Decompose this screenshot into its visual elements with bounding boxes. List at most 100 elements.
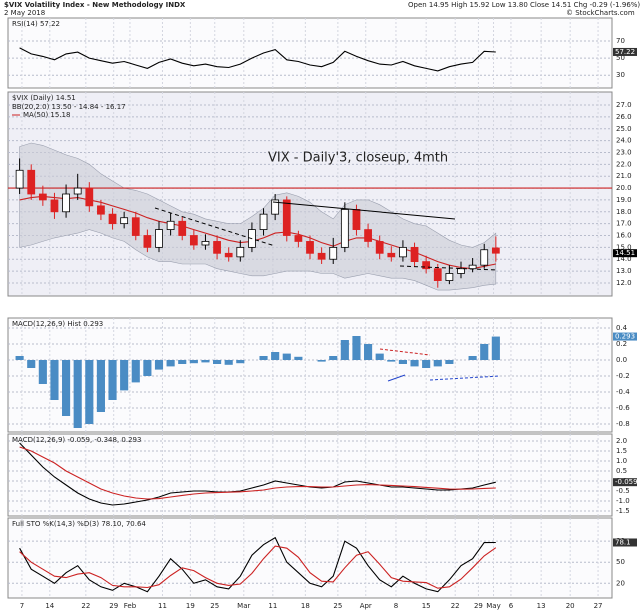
bar: [317, 360, 326, 362]
x-tick-label: Feb: [124, 602, 137, 610]
bar: [120, 360, 129, 391]
x-tick-label: Apr: [360, 602, 372, 610]
candle-body: [27, 169, 36, 195]
trend-line: [429, 375, 501, 381]
value-tag: [613, 538, 637, 547]
x-tick-label: 11: [158, 602, 167, 610]
y-tick-label: 2.0: [616, 437, 627, 445]
candle-body: [259, 213, 268, 230]
panel: [7, 17, 613, 89]
candle-body: [282, 199, 291, 236]
candle-body: [166, 220, 175, 230]
bar: [15, 356, 24, 360]
y-tick-label: 1.5: [616, 447, 627, 455]
x-tick-label: 6: [509, 602, 514, 610]
bar: [422, 360, 431, 368]
y-tick-label: 50: [616, 54, 625, 62]
trend-line: [387, 374, 406, 382]
candle-body: [189, 235, 198, 246]
value-tag: [613, 47, 637, 56]
y-tick-label: -1.5: [616, 507, 630, 515]
y-tick-label: 70: [616, 37, 625, 45]
candle-body: [306, 241, 314, 254]
candle-body: [445, 273, 454, 281]
bar: [27, 360, 36, 368]
y-tick-label: 20: [616, 579, 625, 587]
panel-title: MACD(12,26,9) Hist 0.293: [12, 320, 103, 328]
line: [19, 442, 496, 506]
candle-body: [410, 246, 419, 263]
candle-body: [15, 169, 24, 189]
value-tag: [613, 332, 637, 341]
panels: 30 50 70 57.22 RSI(14) 57.22 12.0 13.0 14.0 15.0…: [7, 17, 638, 610]
y-tick-label: 16.0: [616, 232, 632, 240]
y-tick-label: 18.0: [616, 208, 632, 216]
x-tick-label: 22: [451, 602, 460, 610]
candle-body: [340, 209, 349, 248]
line: [19, 47, 496, 72]
bar: [154, 360, 164, 370]
y-tick-label: -0.6: [616, 404, 630, 412]
candle-body: [213, 241, 221, 254]
x-tick-label: Mar: [237, 602, 250, 610]
y-tick-label: 24.0: [616, 137, 632, 145]
y-tick-label: 30: [616, 71, 625, 79]
candle-body: [50, 199, 59, 213]
bar: [143, 360, 152, 376]
bar: [387, 360, 396, 362]
x-tick-label: 15: [422, 602, 431, 610]
bar: [364, 344, 373, 360]
x-tick-label: 25: [210, 602, 219, 610]
y-tick-label: 20.0: [616, 184, 632, 192]
panel-title: Full STO %K(14,3) %D(3) 78.10, 70.64: [12, 520, 146, 528]
candle-body: [97, 205, 105, 215]
bar: [38, 360, 47, 384]
y-tick-label: 14.0: [616, 255, 632, 263]
y-tick-label: 0.0: [616, 356, 627, 364]
value-tag-label: -0.059: [615, 478, 638, 486]
y-tick-label: 19.0: [616, 196, 632, 204]
x-tick-label: 13: [537, 602, 546, 610]
candle-body: [108, 213, 117, 225]
bar: [189, 360, 198, 364]
y-tick-label: -0.8: [616, 420, 630, 428]
y-tick-label: 17.0: [616, 220, 632, 228]
header-quote: Open 14.95 High 15.92 Low 13.80 Close 14…: [408, 1, 640, 9]
bar: [491, 336, 500, 360]
bar: [410, 360, 419, 367]
value-tag-label: 78.1: [615, 538, 631, 546]
bar: [433, 360, 442, 367]
y-tick-label: -1.0: [616, 497, 630, 505]
candle-body: [143, 235, 152, 248]
y-tick-label: -0.2: [616, 372, 630, 380]
bar: [282, 353, 291, 360]
x-tick-label: 29: [474, 602, 483, 610]
y-tick-label: 21.0: [616, 172, 632, 180]
candle-body: [294, 235, 303, 242]
y-tick-label: 0.5: [616, 467, 627, 475]
legend-entry: BB(20,2.0) 13.50 - 14.84 - 16.17: [12, 103, 126, 111]
candle-body: [201, 241, 210, 246]
x-tick-label: 11: [268, 602, 277, 610]
x-tick-label: 20: [566, 602, 575, 610]
header-credit: © StockCharts.com: [566, 9, 635, 17]
candle-body: [155, 229, 163, 248]
line: [19, 536, 496, 593]
x-tick-label: May: [486, 602, 500, 610]
y-tick-label: 22.0: [616, 160, 632, 168]
candle-body: [364, 229, 372, 242]
annotation: VIX - Daily'3, closeup, 4mth: [268, 151, 448, 166]
candle-body: [62, 193, 70, 213]
panel-title: RSI(14) 57.22: [12, 20, 60, 28]
bar: [375, 353, 384, 360]
value-tag-label: 14.51: [615, 249, 635, 257]
candle-body: [457, 268, 465, 274]
candle-body: [317, 252, 326, 260]
value-tag-label: 57.22: [615, 48, 635, 56]
bar: [445, 360, 454, 364]
y-tick-label: 13.0: [616, 267, 632, 275]
candle-body: [491, 247, 500, 254]
trend-line: [399, 265, 498, 271]
line: [19, 446, 496, 500]
